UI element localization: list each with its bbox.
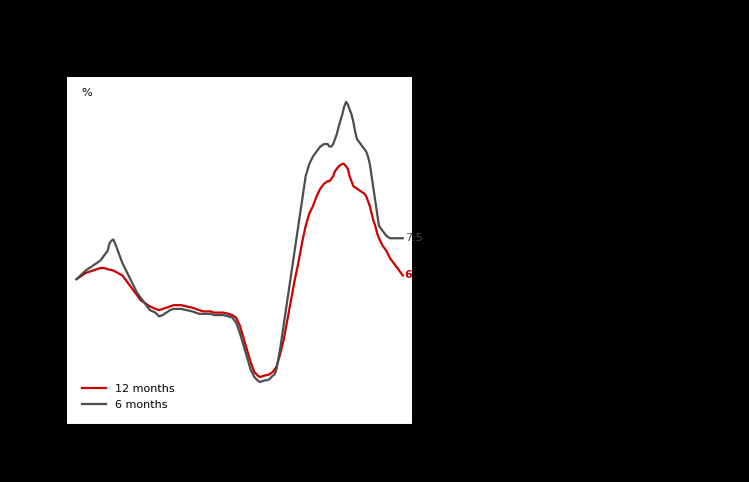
6 months <box>255 379 264 385</box>
Text: 7.5: 7.5 <box>404 233 422 243</box>
Text: Sources:  Scotiabank Economics, BanRep.: Sources: Scotiabank Economics, BanRep. <box>67 463 286 473</box>
6 months <box>349 119 358 125</box>
Text: Colombia: Average Policy Rate: Colombia: Average Policy Rate <box>120 20 360 34</box>
12 months <box>398 272 407 278</box>
Legend: 12 months, 6 months: 12 months, 6 months <box>73 375 184 418</box>
6 months <box>191 310 200 316</box>
6 months <box>162 310 171 316</box>
12 months <box>151 306 160 312</box>
6 months <box>276 347 285 353</box>
12 months <box>166 304 175 309</box>
6 months <box>72 276 81 282</box>
6 months <box>173 306 182 312</box>
12 months <box>338 161 347 167</box>
12 months <box>272 364 281 370</box>
12 months <box>330 168 339 174</box>
Line: 12 months: 12 months <box>76 164 403 377</box>
Text: %: % <box>81 88 92 97</box>
Text: 6: 6 <box>404 270 413 281</box>
6 months <box>398 235 407 241</box>
12 months <box>72 276 81 282</box>
12 months <box>136 297 145 303</box>
12 months <box>353 186 362 191</box>
Text: Expectations: Expectations <box>189 44 291 58</box>
12 months <box>255 374 264 380</box>
6 months <box>268 373 277 379</box>
Line: 6 months: 6 months <box>76 102 403 382</box>
6 months <box>342 99 351 105</box>
